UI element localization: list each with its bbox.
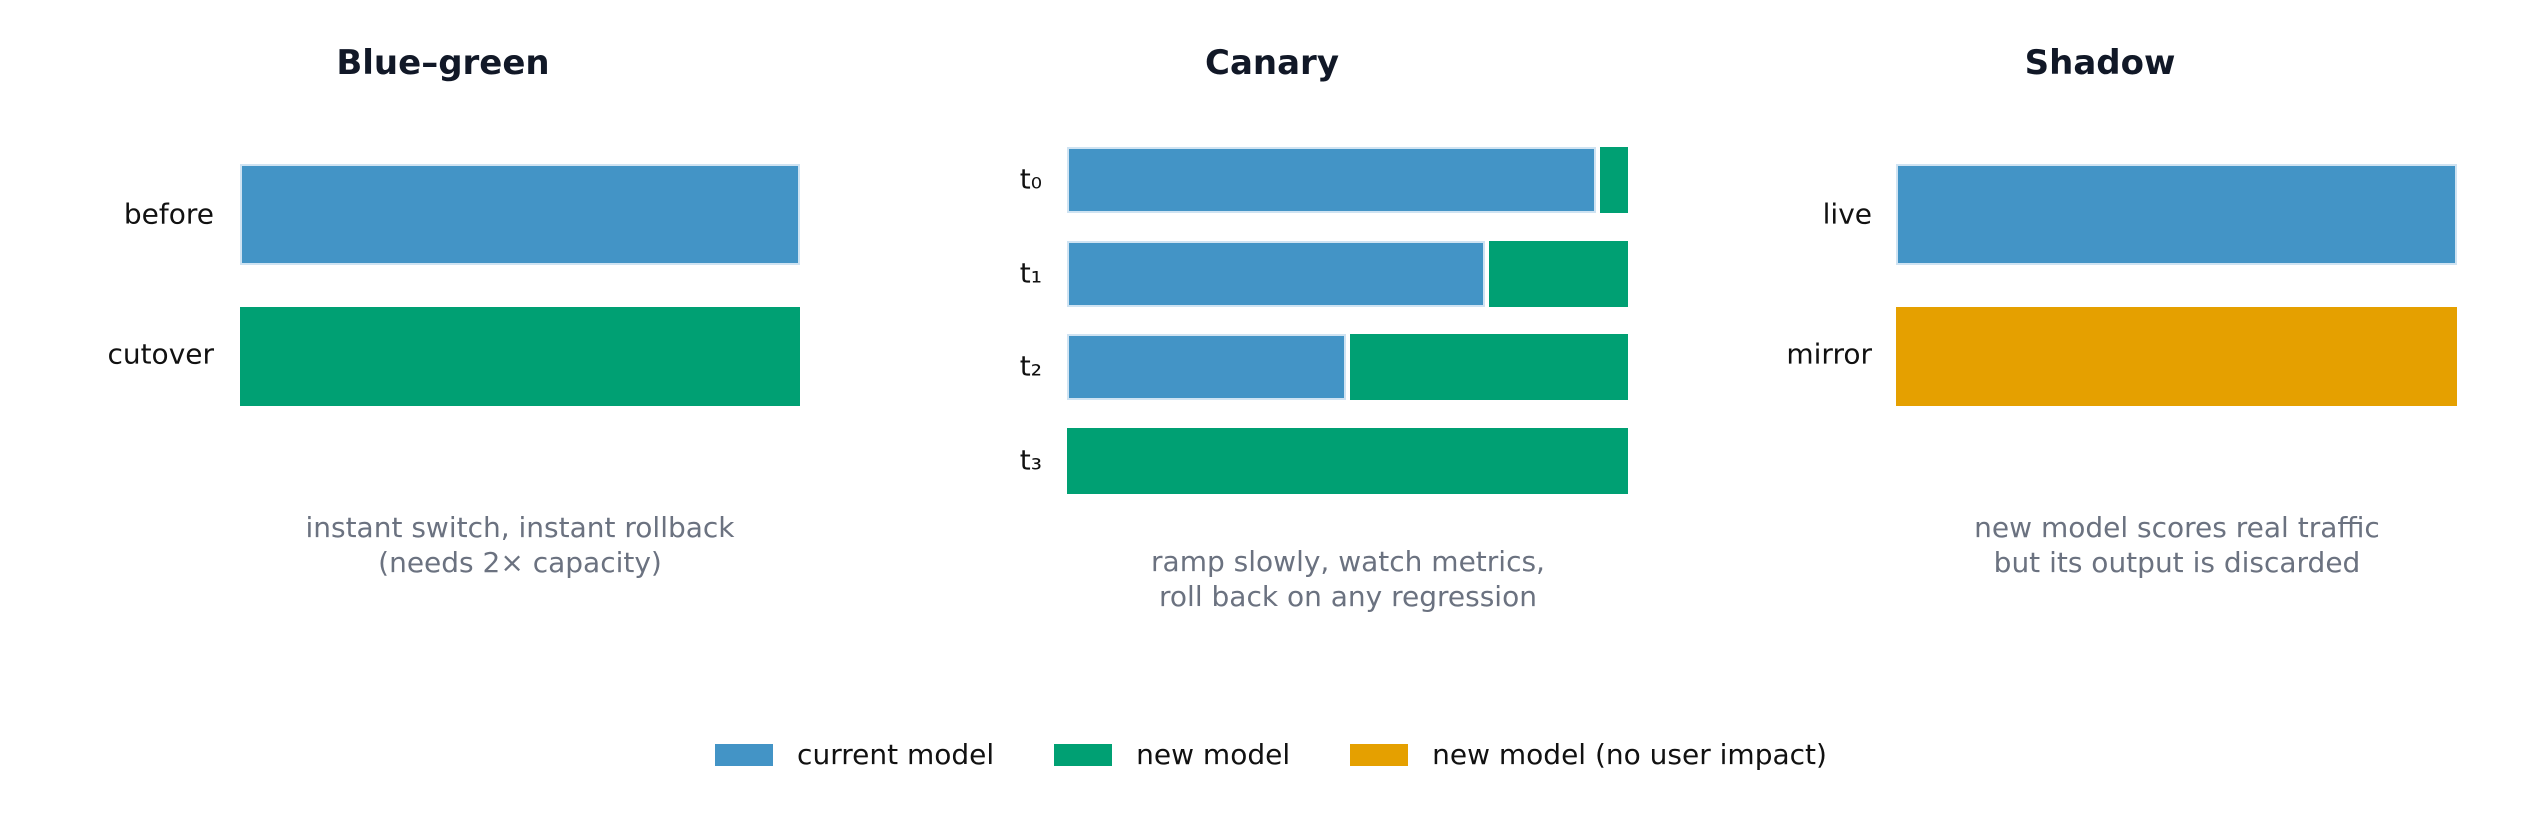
legend-swatch: [715, 743, 774, 766]
bar-t0: [1067, 147, 1628, 213]
panel-title-shadow: Shadow: [2024, 43, 2176, 83]
panel-title-canary: Canary: [1205, 43, 1339, 83]
bar-segment-shadow: [1896, 307, 2457, 406]
legend-item-shadow: new model (no user impact): [1350, 738, 1827, 771]
row-label-t0: t₀: [1019, 162, 1042, 196]
bar-segment-current: [1067, 147, 1596, 213]
bar-segment-current: [1067, 334, 1346, 400]
bar-live: [1896, 164, 2457, 265]
bar-t2: [1067, 334, 1628, 400]
caption-line: ramp slowly, watch metrics,: [1151, 545, 1545, 578]
caption-shadow: new model scores real traffic but its ou…: [1974, 510, 2380, 580]
legend-label: new model (no user impact): [1432, 738, 1827, 771]
bar-segment-new: [1489, 241, 1628, 307]
bar-segment-new: [1067, 428, 1628, 494]
legend-item-new: new model: [1054, 738, 1290, 771]
row-label-live: live: [1822, 197, 1872, 231]
row-label-mirror: mirror: [1786, 337, 1872, 371]
row-label-t2: t₂: [1019, 349, 1042, 383]
caption-line: but its output is discarded: [1993, 546, 2361, 579]
bar-cutover: [240, 307, 800, 406]
bar-t3: [1067, 428, 1628, 494]
row-label-t1: t₁: [1019, 256, 1042, 290]
caption-line: new model scores real traffic: [1974, 511, 2380, 544]
row-label-cutover: cutover: [107, 337, 214, 371]
bar-segment-new: [1600, 147, 1628, 213]
bar-segment-current: [240, 164, 800, 265]
legend-swatch: [1054, 743, 1113, 766]
bar-t1: [1067, 241, 1628, 307]
row-label-t3: t₃: [1019, 443, 1042, 477]
bar-segment-new: [240, 307, 800, 406]
caption-line: (needs 2× capacity): [378, 546, 662, 579]
row-label-before: before: [123, 197, 214, 231]
legend-swatch: [1350, 743, 1409, 766]
caption-blue-green: instant switch, instant rollback (needs …: [305, 510, 734, 580]
bar-before: [240, 164, 800, 265]
legend-label: current model: [797, 738, 995, 771]
bar-segment-current: [1067, 241, 1485, 307]
caption-canary: ramp slowly, watch metrics, roll back on…: [1151, 544, 1545, 614]
legend-item-current: current model: [715, 738, 994, 771]
panel-title-blue-green: Blue–green: [336, 43, 550, 83]
bar-segment-current: [1896, 164, 2457, 265]
caption-line: instant switch, instant rollback: [305, 511, 735, 544]
bar-mirror: [1896, 307, 2457, 406]
legend-label: new model: [1136, 738, 1291, 771]
bar-segment-new: [1349, 334, 1628, 400]
caption-line: roll back on any regression: [1159, 580, 1537, 613]
legend: current model new model new model (no us…: [0, 738, 2542, 771]
